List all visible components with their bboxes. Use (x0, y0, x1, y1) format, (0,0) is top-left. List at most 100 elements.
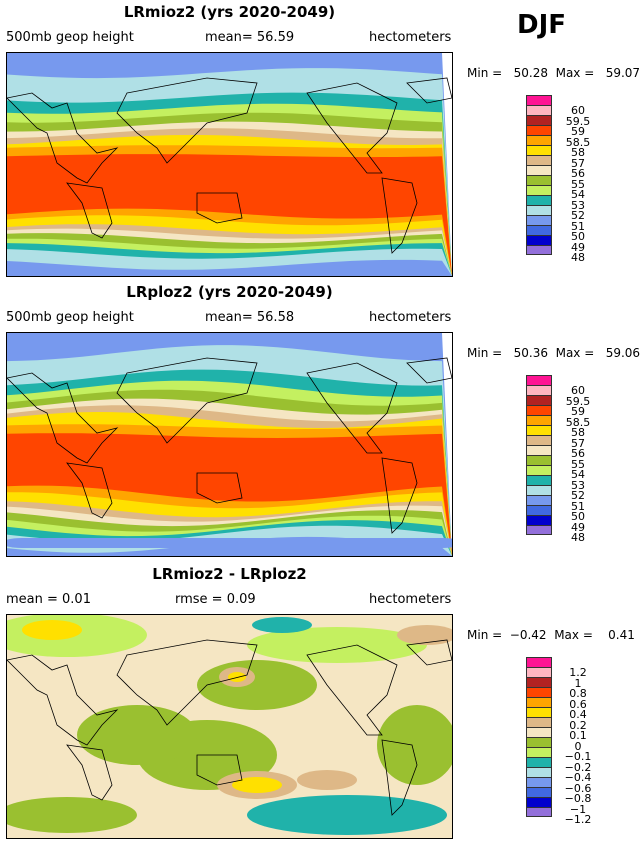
legend-swatch (526, 235, 552, 245)
contour-band (7, 797, 137, 833)
legend-swatch (526, 747, 552, 757)
legend-swatch (526, 415, 552, 425)
legend-level-label: 1.2 (569, 666, 587, 679)
legend-swatch (526, 485, 552, 495)
contour-band (247, 627, 427, 663)
legend-swatch (526, 155, 552, 165)
legend-swatch (526, 667, 552, 677)
legend-swatch (526, 395, 552, 405)
legend-level-label: 53 (571, 198, 585, 212)
legend-swatch (526, 727, 552, 737)
legend-swatch (526, 505, 552, 515)
legend-swatch (526, 697, 552, 707)
legend-swatch (526, 717, 552, 727)
panel-title: LRmioz2 - LRploz2 (152, 565, 307, 583)
legend-level-label: 0.6 (569, 697, 587, 711)
legend-level-label: 56 (571, 167, 585, 180)
coastlines (7, 639, 452, 816)
legend-swatch (526, 445, 552, 455)
panel-units-label: hectometers (369, 592, 452, 607)
legend-level-label: 53 (571, 478, 585, 492)
legend-level-label: 56 (571, 447, 585, 460)
legend-level-label: 52 (571, 209, 585, 222)
legend-swatch (526, 385, 552, 395)
legend-swatch (526, 737, 552, 747)
legend-level-label: 54 (571, 468, 585, 481)
contour-band (232, 777, 282, 793)
legend-level-label: −1.2 (564, 813, 592, 826)
coastlines (7, 357, 452, 534)
legend-swatch (526, 125, 552, 135)
legend-swatch (526, 757, 552, 767)
panel-variable-label: 500mb geop height (6, 30, 134, 45)
panel-stat-label: rmse = 0.09 (175, 592, 256, 607)
legend-level-label: 1 (574, 676, 582, 690)
legend-level-label: 59.5 (565, 114, 591, 128)
legend-swatch (526, 245, 552, 255)
legend-swatch (526, 475, 552, 485)
legend-swatch (526, 657, 552, 667)
legend-level-label: 0 (574, 739, 582, 753)
legend-level-label: 0.1 (569, 729, 587, 742)
legend-level-label: 50 (571, 510, 585, 523)
contour-band (22, 620, 82, 640)
contour-map (6, 614, 453, 839)
min-max-label: Min = 50.36 Max = 59.06 (467, 346, 641, 360)
legend-swatch (526, 215, 552, 225)
contour-band (7, 259, 452, 276)
panel-title: LRmioz2 (yrs 2020-2049) (123, 3, 336, 21)
legend-level-label: 58.5 (565, 135, 591, 149)
legend-level-label: 0.4 (569, 708, 587, 721)
panel-variable-label: 500mb geop height (6, 310, 134, 325)
legend-swatch (526, 115, 552, 125)
legend-swatch (526, 95, 552, 105)
legend-level-label: 57 (571, 436, 585, 450)
legend-swatch (526, 425, 552, 435)
contour-band (397, 625, 452, 645)
legend-swatch (526, 405, 552, 415)
min-max-label: Min = −0.42 Max = 0.41 (467, 628, 635, 642)
legend-swatch (526, 777, 552, 787)
season-label: DJF (517, 10, 567, 40)
legend-swatch (526, 205, 552, 215)
legend-level-label: 54 (571, 188, 585, 201)
legend-level-label: 57 (571, 156, 585, 170)
legend-swatch (526, 515, 552, 525)
legend-level-label: 59 (571, 125, 585, 138)
legend-level-label: 48 (571, 251, 585, 264)
legend-swatch (526, 105, 552, 115)
legend-level-label: −0.8 (564, 792, 592, 805)
legend-swatch (526, 165, 552, 175)
legend-level-label: 60 (571, 104, 585, 117)
contour-band (247, 795, 447, 835)
contour-band (297, 770, 357, 790)
legend-swatch (526, 135, 552, 145)
color-legend (526, 375, 552, 535)
legend-level-label: −0.6 (564, 781, 592, 795)
legend-swatch (526, 465, 552, 475)
legend-swatch (526, 455, 552, 465)
panel-stat-label: mean= 56.59 (205, 30, 295, 45)
legend-level-label: −0.2 (564, 760, 592, 774)
legend-level-label: 58 (571, 146, 585, 159)
legend-swatch (526, 225, 552, 235)
legend-swatch (526, 195, 552, 205)
legend-swatch (526, 145, 552, 155)
legend-level-label: 0.2 (569, 718, 587, 732)
legend-level-label: 51 (571, 219, 585, 233)
panel-units-label: hectometers (369, 310, 452, 325)
legend-level-label: −1 (569, 802, 587, 816)
legend-swatch (526, 797, 552, 807)
legend-level-label: 0.8 (569, 687, 587, 700)
legend-level-label: 58 (571, 426, 585, 439)
legend-swatch (526, 185, 552, 195)
legend-swatch (526, 435, 552, 445)
contour-band (228, 672, 246, 682)
contour-map (6, 52, 453, 277)
contour-band (7, 538, 452, 548)
legend-swatch (526, 525, 552, 535)
legend-level-label: 60 (571, 384, 585, 397)
contour-map (6, 332, 453, 557)
legend-swatch (526, 807, 552, 817)
panel-stat-label: mean= 56.58 (205, 310, 295, 325)
